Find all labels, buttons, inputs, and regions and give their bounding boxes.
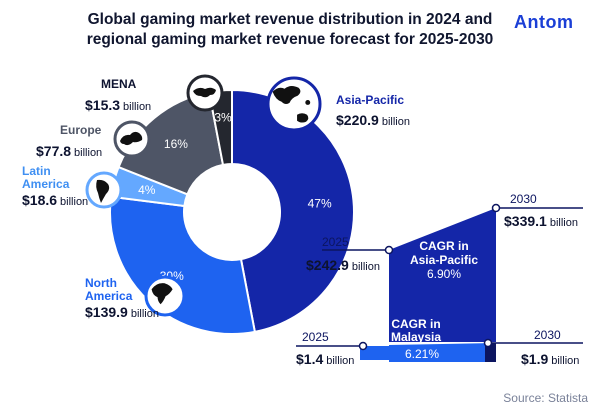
cagr-asia-pacific-line-1: CAGR in (419, 239, 468, 253)
slice-asia-pacific (231, 88, 355, 334)
area-malaysia-edge (485, 343, 496, 362)
value-malaysia-2030: $1.9 billion (521, 351, 579, 367)
cagr-asia-pacific-line-3: 6.90% (427, 267, 461, 281)
chart-title-line-1: Global gaming market revenue distributio… (87, 11, 493, 28)
slice-percent-latin-america: 4% (138, 183, 156, 197)
region-name-latin-america-line-2: America (22, 177, 70, 191)
area-malaysia (389, 343, 496, 362)
value-asia-pacific-2025: $242.9 billion (306, 257, 380, 273)
europe-map-icon (113, 120, 151, 158)
slice-percent-europe: 16% (164, 137, 188, 151)
cagr-malaysia-line-2: Malaysia (391, 330, 441, 344)
year-malaysia-2025: 2025 (302, 330, 329, 344)
callout-europe: Europe $77.8 billion (36, 120, 151, 159)
point-asia-pacific-2025 (384, 245, 394, 255)
region-revenue-europe: $77.8 billion (36, 143, 102, 159)
slice-percent-asia-pacific: 47% (308, 197, 332, 211)
point-malaysia-2025 (358, 341, 368, 351)
area-malaysia-lead (360, 346, 389, 360)
asia-pacific-map-icon (266, 76, 322, 132)
region-revenue-asia-pacific: $220.9 billion (336, 112, 410, 128)
year-asia-pacific-2025: 2025 (322, 235, 349, 249)
region-name-latin-america-line-1: Latin (22, 164, 51, 178)
region-name-europe: Europe (60, 123, 102, 137)
region-name-north-america-line-1: North (85, 276, 117, 290)
slice-north-america (109, 195, 257, 335)
antom-logo: Antom (514, 12, 574, 32)
region-revenue-mena: $15.3 billion (85, 97, 151, 113)
area-asia-pacific (389, 208, 496, 342)
callout-mena: MENA $15.3 billion (85, 74, 224, 113)
chart-title-line-2: regional gaming market revenue forecast … (86, 31, 494, 48)
region-name-asia-pacific: Asia-Pacific (336, 93, 404, 107)
source-note: Source: Statista (503, 391, 588, 405)
region-name-mena: MENA (101, 77, 137, 91)
north-america-map-icon (144, 275, 186, 317)
cagr-asia-pacific-line-2: Asia-Pacific (410, 253, 478, 267)
revenue-donut-chart: 47%30%4%16%3% (109, 88, 355, 335)
value-malaysia-2025: $1.4 billion (296, 351, 354, 367)
year-asia-pacific-2030: 2030 (510, 192, 537, 206)
chart-title: Global gaming market revenue distributio… (70, 10, 510, 50)
point-asia-pacific-2030 (491, 203, 501, 213)
region-callouts: Asia-Pacific$220.9 billionNorthAmerica$13… (22, 74, 410, 320)
latin-america-map-icon (85, 171, 123, 209)
slice-percent-mena: 3% (214, 110, 232, 124)
value-asia-pacific-2030: $339.1 billion (504, 213, 578, 229)
region-name-north-america-line-2: America (85, 289, 133, 303)
callout-asia-pacific: Asia-Pacific $220.9 billion (266, 76, 410, 132)
year-malaysia-2030: 2030 (534, 328, 561, 342)
cagr-malaysia-line-3: 6.21% (405, 347, 439, 361)
cagr-malaysia-line-1: CAGR in (391, 317, 440, 331)
point-malaysia-2030 (483, 338, 493, 348)
forecast-area-chart: 2025 $242.9 billion 2030 $339.1 billion CAGR i… (296, 192, 583, 367)
region-revenue-north-america: $139.9 billion (85, 304, 159, 320)
region-revenue-latin-america: $18.6 billion (22, 192, 88, 208)
mena-map-icon (186, 74, 224, 112)
